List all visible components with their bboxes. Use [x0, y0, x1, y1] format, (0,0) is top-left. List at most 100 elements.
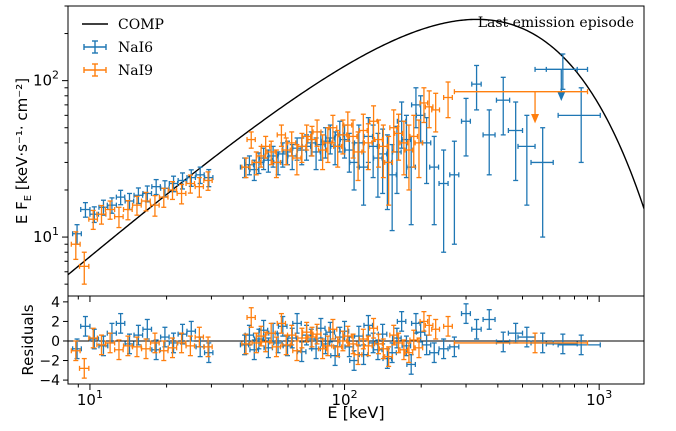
nai9-residual-point — [389, 324, 399, 346]
residual-y-tick-label: −2 — [39, 354, 60, 370]
nai9-residual-point — [317, 338, 328, 360]
nai9-point — [328, 114, 338, 144]
nai9-residual-point — [286, 324, 297, 346]
nai9-residual-point — [301, 321, 312, 343]
x-axis-label: E [keV] — [327, 403, 384, 422]
nai9-point — [338, 119, 348, 155]
nai6-residual-point — [203, 342, 214, 364]
nai6-residual-point — [80, 315, 91, 337]
nai9-point — [348, 119, 358, 159]
nai9-point — [149, 194, 160, 217]
nai9-point — [353, 131, 363, 182]
nai9-point — [292, 143, 302, 176]
nai9-residual-point — [384, 346, 394, 368]
nai9-residual-point — [378, 338, 388, 360]
nai9-residual-point — [167, 337, 178, 359]
nai9-point — [96, 204, 107, 225]
x-tick-label: 102 — [332, 388, 358, 409]
nai9-residual-point — [332, 336, 343, 358]
nai6-residual-point — [482, 309, 496, 330]
nai6-residual-point — [438, 338, 449, 360]
nai9-point — [203, 171, 213, 191]
nai6-residual-point — [325, 321, 336, 343]
nai6-point — [449, 140, 460, 245]
legend-nai6-marker — [83, 40, 107, 54]
nai9-point — [343, 111, 353, 142]
nai9-point — [158, 187, 169, 208]
nai9-point — [393, 113, 404, 161]
nai6-residual-point — [372, 339, 383, 361]
nai9-point — [194, 176, 205, 198]
nai9-residual-point — [368, 317, 379, 339]
nai9-residual-point — [358, 328, 368, 350]
nai6-point — [471, 64, 482, 111]
residual-y-tick-label: 0 — [51, 334, 60, 350]
nai6-residual-point — [387, 342, 397, 364]
residual-y-tick-label: 4 — [51, 295, 60, 311]
nai6-point — [80, 201, 91, 218]
residual-y-tick-label: −4 — [39, 373, 60, 389]
nai9-residual-point — [246, 307, 256, 328]
nai9-residual-point — [185, 335, 196, 357]
nai9-residual-point — [307, 326, 317, 348]
nai9-point — [176, 183, 187, 205]
nai9-residual-point — [431, 318, 441, 340]
nai9-residual-point — [323, 335, 333, 357]
nai9-point — [409, 114, 419, 168]
nai6-point — [151, 178, 161, 196]
nai9-point — [167, 181, 178, 201]
nai6-point — [429, 135, 440, 226]
nai9-residual-point — [453, 332, 589, 354]
nai9-upper-limit — [453, 89, 589, 124]
residuals-y-axis-label: Residuals — [19, 304, 37, 375]
nai9-point — [131, 195, 142, 216]
residual-y-tick-label: 2 — [51, 314, 60, 330]
nai9-point — [317, 134, 328, 171]
nai6-residual-point — [545, 333, 578, 355]
nai9-residual-point — [363, 335, 373, 357]
nai6-residual-point — [159, 326, 170, 348]
nai6-point — [71, 224, 82, 245]
nai9-point — [260, 135, 271, 159]
nai9-point — [373, 119, 384, 168]
spectrum-plot-area — [67, 5, 645, 297]
nai9-point — [307, 125, 317, 157]
legend-nai9-label: NaI9 — [118, 63, 153, 79]
legend-nai6-label: NaI6 — [118, 40, 153, 56]
nai6-point — [421, 116, 432, 185]
nai9-point — [363, 123, 373, 171]
residual-marks — [68, 303, 644, 379]
nai6-point — [195, 166, 205, 185]
x-tick-label: 101 — [77, 388, 103, 409]
nai6-point — [507, 101, 524, 182]
y-tick-label: 101 — [33, 225, 59, 246]
nai9-residual-point — [373, 333, 384, 355]
nai9-point — [246, 131, 256, 149]
nai9-residual-point — [88, 327, 99, 349]
nai9-point — [378, 124, 388, 179]
nai9-point — [113, 206, 124, 229]
residuals-plot-area — [67, 295, 645, 385]
nai9-point — [358, 113, 368, 153]
nai9-point — [368, 105, 379, 142]
y-tick-label: 102 — [33, 69, 59, 90]
legend-comp-label: COMP — [118, 17, 164, 33]
nai9-residual-point — [104, 332, 116, 354]
nai9-point — [424, 90, 434, 129]
episode-annotation: Last emission episode — [478, 15, 634, 31]
nai6-point — [115, 189, 126, 206]
nai9-point — [442, 81, 453, 119]
nai9-residual-point — [348, 333, 358, 355]
x-tick-label: 103 — [586, 388, 612, 409]
comp-model-curve — [68, 18, 644, 276]
nai9-residual-point — [276, 312, 287, 334]
nai9-residual-point — [419, 310, 429, 332]
legend: COMP NaI6 NaI9 — [82, 17, 164, 79]
nai9-residual-point — [260, 331, 271, 353]
nai9-residual-point — [404, 342, 414, 364]
nai6-residual-point — [133, 324, 144, 346]
legend-nai9-marker — [83, 63, 107, 77]
nai9-residual-point — [353, 344, 363, 366]
nai9-residual-point — [122, 335, 133, 357]
